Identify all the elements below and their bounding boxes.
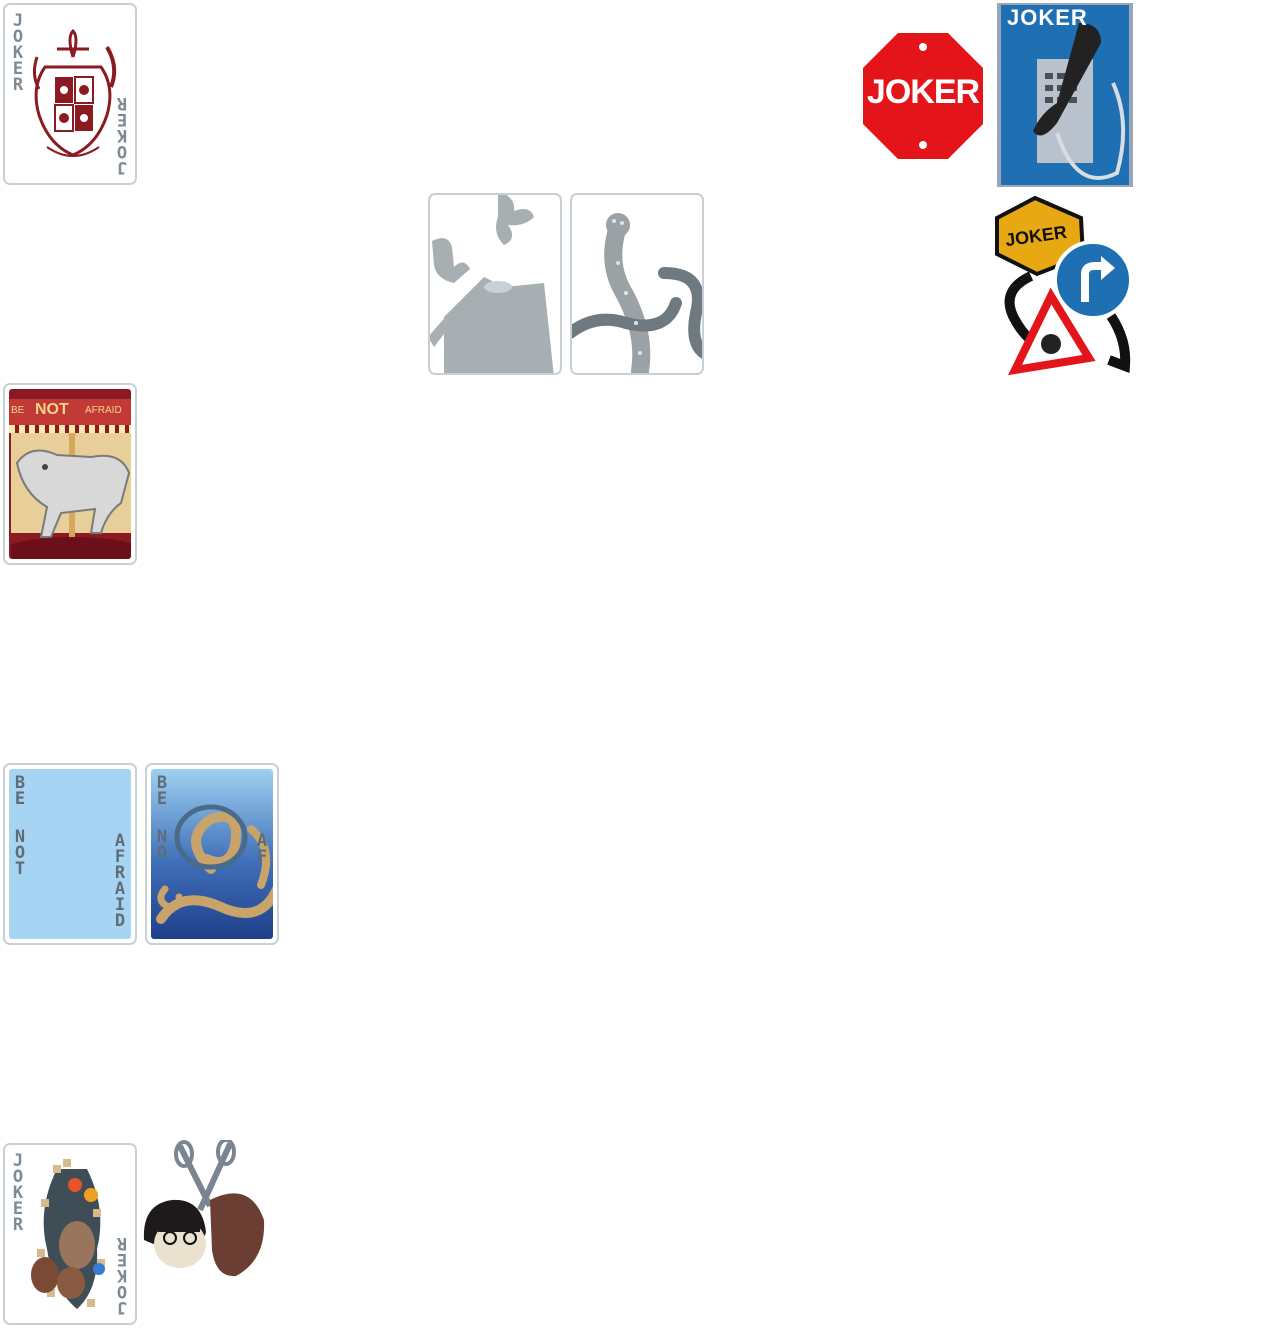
ghost-hand-card[interactable] — [428, 193, 562, 375]
card-word-be: BE — [14, 773, 26, 809]
joker-jester-card[interactable]: JOKER JOKER — [3, 1143, 137, 1325]
banner-word-afraid: AFRAID — [85, 405, 122, 416]
stop-sign-text: JOKER — [866, 73, 980, 111]
joker-crest-card[interactable]: JOKER JOKER — [3, 3, 137, 185]
card-word-afraid: AFRAID — [114, 831, 126, 931]
card-word-afraid: AF — [256, 831, 268, 867]
card-word-not: NO — [156, 827, 168, 863]
scissors-girl-icon[interactable] — [140, 1140, 270, 1280]
be-not-afraid-tentacle-card[interactable]: BE NO AF — [145, 763, 279, 945]
road-signs-icon[interactable]: JOKER — [991, 190, 1135, 376]
ghost-tentacle-card[interactable] — [570, 193, 704, 375]
card-corner-text-bottom: JOKER — [116, 1233, 128, 1317]
card-word-be: BE — [156, 773, 168, 809]
card-corner-text-top: JOKER — [12, 11, 24, 95]
ghost-hand-icon — [430, 195, 560, 373]
carousel-horse-icon — [11, 433, 131, 559]
card-word-not: NOT — [14, 827, 26, 879]
stop-sign-icon[interactable]: JOKER — [861, 31, 985, 161]
carousel-banner: BE NOT AFRAID — [9, 399, 131, 425]
jester-icon — [27, 1159, 117, 1319]
payphone-icon[interactable]: JOKER — [997, 3, 1133, 187]
tentacle-icon — [151, 789, 273, 939]
crest-icon — [27, 27, 119, 163]
banner-word-be: BE — [11, 405, 25, 416]
be-not-afraid-card[interactable]: BE NOT AFRAID — [3, 763, 137, 945]
carousel-lights — [9, 425, 131, 433]
card-corner-text-top: JOKER — [12, 1151, 24, 1235]
carousel-card[interactable]: BE NOT AFRAID — [3, 383, 137, 565]
banner-word-not: NOT — [35, 401, 69, 418]
ghost-tentacle-icon — [572, 203, 702, 373]
payphone-text: JOKER — [1007, 5, 1088, 30]
